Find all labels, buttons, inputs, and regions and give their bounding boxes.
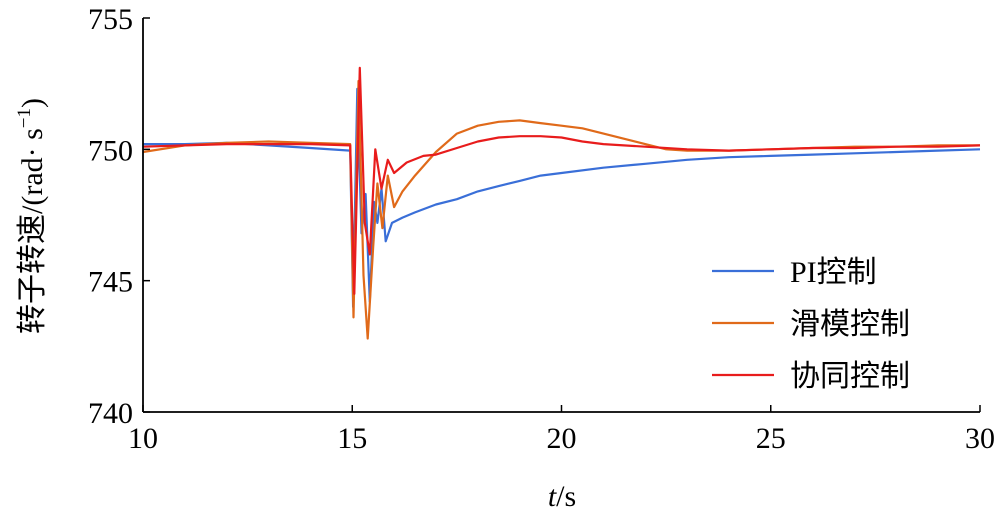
series-line-3 [142, 66, 981, 295]
y-axis-label: 转子转速/(rad· s−1) [14, 98, 49, 334]
x-tick-label: 10 [128, 422, 158, 455]
axes-layer [142, 18, 980, 413]
y-tick-label: 750 [88, 134, 133, 167]
y-tick-label: 740 [88, 397, 133, 430]
x-axis-label: t/s [548, 480, 576, 513]
ticks-layer: 10 15 20 25 30 740 745 750 755 [88, 3, 995, 455]
x-tick-label: 15 [337, 422, 367, 455]
x-tick-label: 20 [547, 422, 577, 455]
legend-label-1: PI控制 [790, 256, 877, 289]
series-line-2 [142, 79, 980, 340]
x-tick-label: 25 [756, 422, 786, 455]
y-tick-label: 745 [88, 266, 133, 299]
legend-label-3: 协同控制 [790, 360, 910, 393]
legend-label-2: 滑模控制 [790, 308, 910, 341]
x-tick-label: 30 [965, 422, 995, 455]
y-tick-label: 755 [88, 3, 133, 36]
series-layer [142, 66, 981, 340]
